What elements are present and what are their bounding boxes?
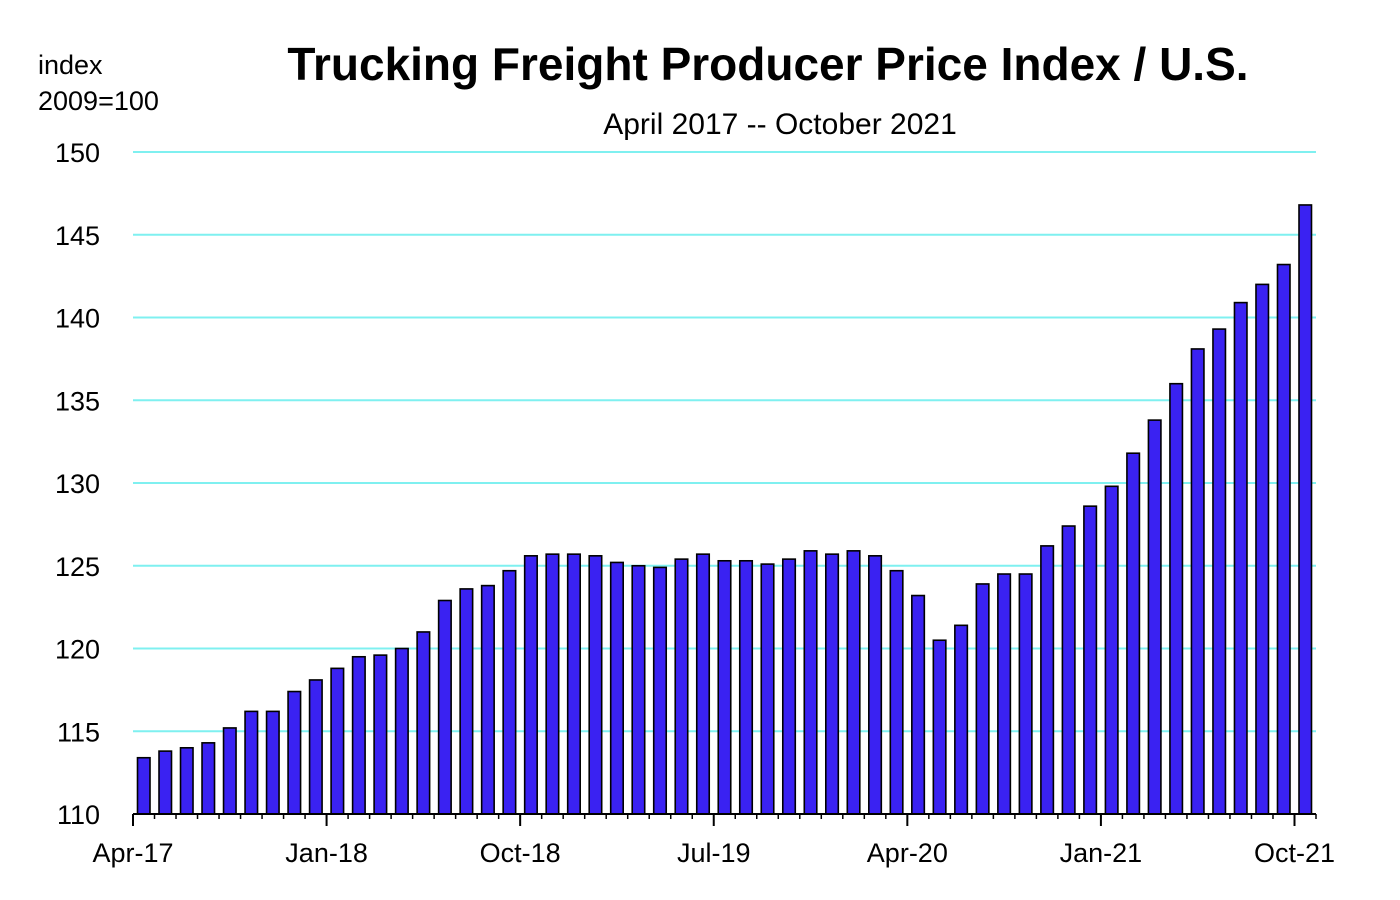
bar-2020-05 [932,639,947,815]
y-tick-label: 130 [55,469,100,499]
y-tick-label: 120 [55,635,100,665]
x-tick-label: Apr-20 [867,838,948,868]
bar-2018-12 [566,553,581,815]
bar-2020-08 [997,573,1012,815]
chart-subtitle: April 2017 -- October 2021 [603,108,957,141]
bar-2017-08 [222,727,237,815]
y-tick-label: 145 [55,221,100,251]
bar-2020-10 [1040,545,1055,815]
bar-2018-04 [394,647,409,815]
bar-2017-06 [179,746,194,815]
y-axis-unit-base-label: 2009=100 [38,86,159,116]
bar-2020-02 [868,555,883,815]
bar-2020-06 [954,624,969,815]
y-tick-label: 135 [55,386,100,416]
bar-2021-07 [1233,301,1248,815]
bar-2019-03 [631,564,646,815]
bar-2019-05 [674,558,689,815]
bar-2020-12 [1083,505,1098,815]
bar-2018-09 [502,569,517,815]
bar-2017-12 [308,679,323,815]
bar-2021-03 [1147,419,1162,815]
y-tick-label: 150 [55,138,100,168]
bar-2018-03 [373,654,388,815]
bars [136,204,1313,815]
x-tick-label: Apr-17 [92,838,173,868]
bar-2019-07 [717,559,732,815]
bar-2021-05 [1190,348,1205,815]
y-tick-label: 115 [57,717,100,747]
bar-2019-12 [824,553,840,815]
x-tick-label: Jul-19 [677,838,751,868]
bar-2021-09 [1276,263,1291,815]
bar-2020-09 [1018,573,1033,815]
bar-2019-02 [609,561,625,815]
bar-2017-07 [201,742,216,815]
axes [132,813,1317,826]
bar-2018-02 [351,655,366,815]
bar-2018-05 [416,631,431,815]
bar-2019-10 [781,558,797,815]
bar-2017-11 [287,690,302,815]
y-axis-unit-label: index [38,50,103,80]
x-tick-label: Jan-18 [285,838,368,868]
chart-title: Trucking Freight Producer Price Index / … [287,38,1248,90]
bar-2020-03 [889,569,904,815]
x-tick-label: Jan-21 [1060,838,1143,868]
bar-2021-08 [1255,283,1270,815]
bar-2019-04 [652,566,668,815]
y-tick-label: 140 [55,304,100,334]
bar-2019-08 [738,559,754,815]
bar-2019-11 [803,550,818,815]
bar-2018-11 [545,553,560,815]
bar-2019-06 [695,553,711,815]
bar-2017-04 [136,756,151,815]
bar-2018-01 [330,667,345,815]
y-tick-label: 110 [57,800,100,830]
bar-2021-10 [1298,204,1313,815]
bar-2018-06 [437,599,452,815]
bar-2020-11 [1061,525,1076,815]
bar-2018-08 [480,584,495,815]
y-tick-label: 125 [55,552,100,582]
bar-2019-09 [760,563,775,815]
bar-2018-07 [459,588,474,815]
bar-2021-06 [1212,328,1227,815]
x-axis-ticks: Apr-17 Jan-18 Oct-18 Jul-19 Apr-20 Jan-21 Oct-… [92,838,1335,868]
bar-2021-02 [1126,452,1141,815]
bar-2021-01 [1104,485,1119,815]
x-tick-label: Oct-18 [480,838,561,868]
bar-2017-10 [265,710,280,815]
y-axis-ticks: 110 115 120 125 130 135 140 145 150 [55,138,100,830]
bar-2018-10 [523,555,538,815]
bar-2020-01 [846,550,861,815]
bar-2017-09 [244,710,259,815]
x-tick-label: Oct-21 [1254,838,1335,868]
bar-2021-04 [1169,382,1184,815]
bar-2017-05 [158,750,173,815]
bar-2020-07 [975,583,990,815]
bar-2019-01 [588,555,603,815]
bar-2020-04 [911,594,926,815]
